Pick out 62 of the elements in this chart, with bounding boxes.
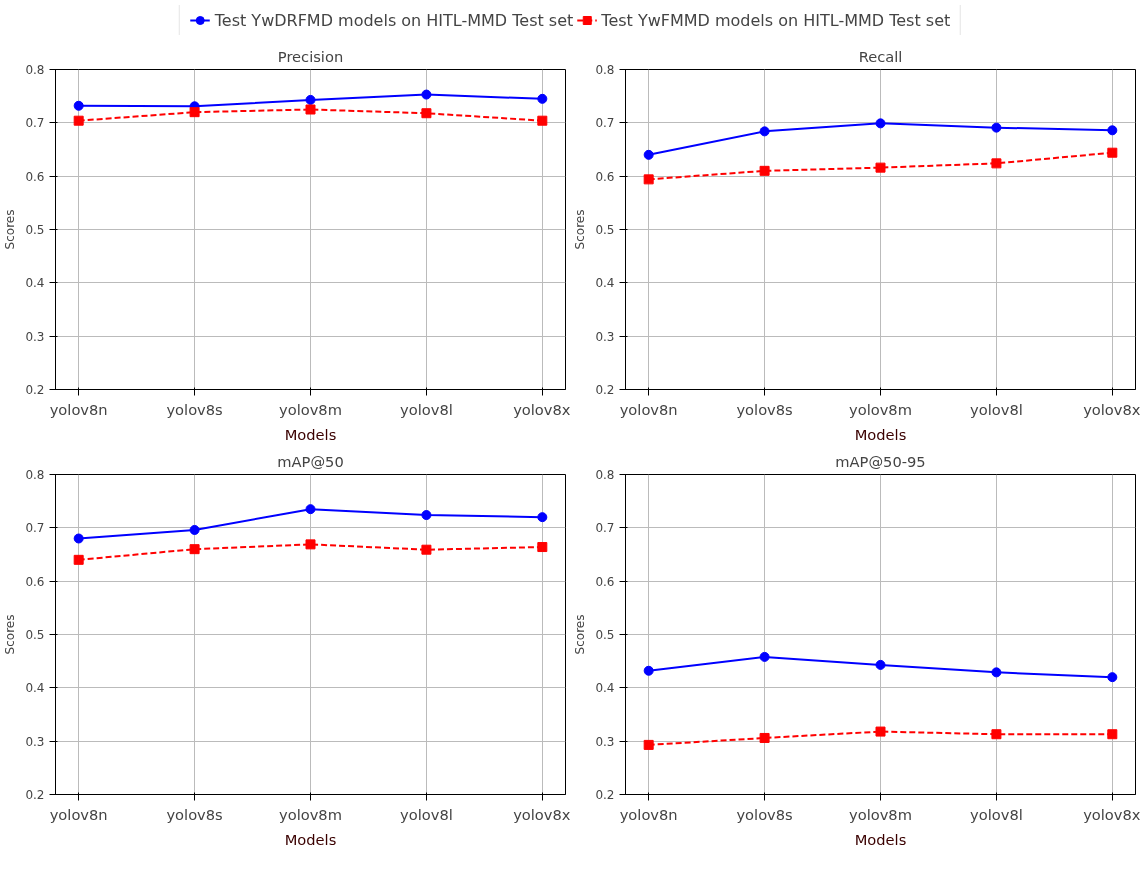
chart-title: mAP@50-95 — [835, 452, 926, 470]
x-tick-label: yolov8n — [49, 805, 108, 823]
x-tick-label: yolov8s — [166, 400, 223, 418]
x-tick-label: yolov8l — [970, 400, 1023, 418]
y-tick-label: 0.3 — [595, 329, 615, 344]
x-axis-title: Models — [284, 830, 337, 848]
y-tick-label: 0.2 — [595, 383, 615, 397]
y-tick-label: 0.8 — [25, 63, 45, 77]
y-tick-label: 0.7 — [25, 116, 45, 131]
y-tick-label: 0.5 — [595, 223, 615, 237]
x-tick-label: yolov8m — [849, 805, 912, 823]
y-tick-label: 0.7 — [595, 116, 615, 131]
chart-title: Recall — [858, 47, 903, 65]
y-tick-label: 0.6 — [595, 169, 615, 184]
y-tick-label: 0.6 — [25, 169, 45, 184]
x-tick-label: yolov8n — [49, 400, 108, 418]
chart-title: mAP@50 — [277, 452, 344, 470]
y-tick-label: 0.3 — [595, 734, 615, 749]
y-tick-label: 0.4 — [595, 681, 615, 696]
y-tick-label: 0.7 — [25, 521, 45, 536]
x-tick-label: yolov8x — [1083, 400, 1141, 418]
x-tick-label: yolov8m — [279, 400, 342, 418]
y-tick-label: 0.7 — [595, 521, 615, 536]
legend-label: Test YwFMMD models on HITL-MMD Test set — [601, 10, 951, 30]
y-tick-label: 0.3 — [25, 329, 45, 344]
y-axis-title: Scores — [573, 614, 588, 655]
y-tick-label: 0.2 — [25, 788, 45, 802]
x-tick-label: yolov8n — [619, 805, 678, 823]
x-tick-label: yolov8s — [166, 805, 223, 823]
x-tick-label: yolov8n — [619, 400, 678, 418]
y-tick-label: 0.5 — [25, 628, 45, 642]
x-tick-label: yolov8s — [736, 400, 793, 418]
y-axis-title: Scores — [3, 614, 18, 655]
y-tick-label: 0.4 — [25, 681, 45, 696]
x-tick-label: yolov8l — [400, 400, 453, 418]
y-tick-label: 0.4 — [595, 276, 615, 291]
y-tick-label: 0.8 — [595, 468, 615, 482]
x-axis-title: Models — [854, 830, 907, 848]
x-axis-title: Models — [284, 425, 337, 443]
x-tick-label: yolov8x — [513, 805, 571, 823]
x-tick-label: yolov8x — [513, 400, 571, 418]
legend-label: Test YwDRFMD models on HITL-MMD Test set — [214, 10, 574, 30]
y-tick-label: 0.5 — [25, 223, 45, 237]
y-tick-label: 0.8 — [595, 63, 615, 77]
y-tick-label: 0.6 — [25, 574, 45, 589]
x-tick-label: yolov8m — [849, 400, 912, 418]
x-tick-label: yolov8l — [400, 805, 453, 823]
x-tick-label: yolov8s — [736, 805, 793, 823]
y-axis-title: Scores — [573, 209, 588, 250]
y-tick-label: 0.6 — [595, 574, 615, 589]
y-axis-title: Scores — [3, 209, 18, 250]
y-tick-label: 0.8 — [25, 468, 45, 482]
y-tick-label: 0.4 — [25, 276, 45, 291]
x-tick-label: yolov8m — [279, 805, 342, 823]
chart-title: Precision — [277, 47, 344, 65]
y-tick-label: 0.5 — [595, 628, 615, 642]
y-tick-label: 0.2 — [595, 788, 615, 802]
x-tick-label: yolov8l — [970, 805, 1023, 823]
y-tick-label: 0.3 — [25, 734, 45, 749]
y-tick-label: 0.2 — [25, 383, 45, 397]
x-tick-label: yolov8x — [1083, 805, 1141, 823]
x-axis-title: Models — [854, 425, 907, 443]
